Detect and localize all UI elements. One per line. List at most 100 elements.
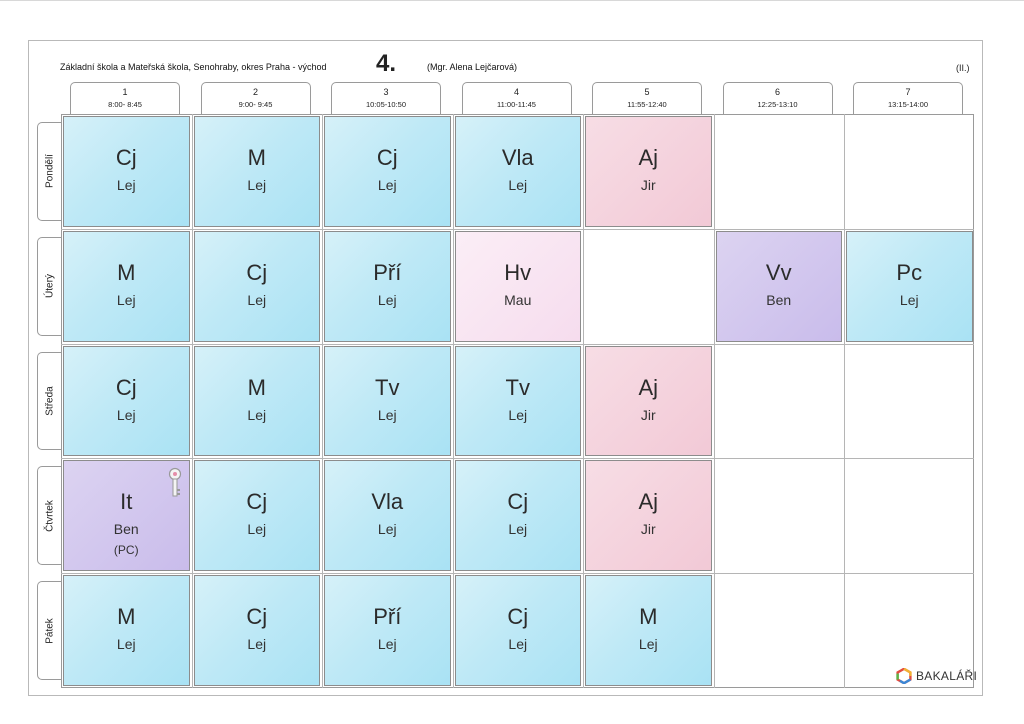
lesson-subject: Cj [115, 145, 137, 170]
school-name: Základní škola a Mateřská škola, Senohra… [60, 62, 327, 72]
lesson-subject: Pří [373, 604, 402, 630]
period-time: 8:00- 8:45 [108, 100, 142, 109]
period-tab-5: 5 11:55-12:40 [592, 82, 702, 114]
lesson-subject: Vla [501, 145, 534, 170]
period-number: 6 [774, 87, 780, 97]
lesson-subject: Hv [504, 259, 532, 285]
lesson-teacher: Ben [113, 521, 139, 538]
lesson-cell[interactable]: Cj Lej [193, 460, 320, 572]
day-tab-4: Čtvrtek [37, 466, 61, 566]
period-tab-6: 6 12:25-13:10 [722, 82, 833, 114]
day-label: Středa [44, 386, 55, 416]
lesson-cell[interactable]: Aj Jir [585, 460, 712, 572]
grid-column-divider [844, 114, 845, 688]
grid-column-divider [714, 114, 715, 688]
lesson-teacher: Jir [640, 177, 656, 193]
class-label: 4. [376, 50, 397, 77]
lesson-teacher: Lej [247, 291, 267, 308]
lesson-subject: Cj [246, 489, 268, 515]
period-time: 9:00- 9:45 [238, 100, 273, 109]
lesson-teacher: Lej [116, 291, 136, 308]
lesson-teacher: Lej [508, 521, 528, 538]
lesson-teacher: Lej [247, 521, 267, 538]
day-tab-1: Pondělí [37, 122, 61, 221]
lesson-teacher: Lej [247, 636, 267, 653]
lesson-subject: M [247, 145, 266, 170]
day-label: Úterý [44, 274, 55, 299]
lesson-teacher: Lej [508, 177, 528, 193]
lesson-cell[interactable]: Cj Lej [63, 345, 190, 457]
lesson-cell[interactable]: Pří Lej [324, 575, 451, 686]
lesson-cell[interactable]: Pc Lej [846, 230, 973, 342]
day-label: Pondělí [44, 154, 55, 189]
lesson-cell[interactable]: Aj Jir [585, 116, 712, 227]
lesson-subject: Cj [376, 145, 398, 170]
lesson-cell[interactable]: M Lej [193, 345, 320, 457]
lesson-teacher: Lej [377, 406, 397, 423]
top-rule [0, 0, 1024, 1]
lesson-subject: M [639, 604, 658, 630]
lesson-subject: Aj [638, 489, 659, 515]
lesson-teacher: Mau [504, 291, 532, 308]
lesson-subject: Vla [371, 489, 404, 515]
period-tab-4: 4 11:00-11:45 [461, 82, 572, 114]
lesson-cell[interactable]: M Lej [585, 575, 712, 686]
lesson-teacher: Lej [377, 636, 397, 653]
lesson-cell[interactable]: M Lej [63, 230, 190, 342]
day-tab-5: Pátek [37, 581, 61, 680]
lesson-cell[interactable]: Pří Lej [324, 230, 451, 342]
period-number: 3 [383, 87, 389, 97]
lesson-subject: Pří [373, 259, 402, 285]
lesson-cell[interactable]: M Lej [63, 575, 190, 686]
lesson-teacher: Lej [377, 177, 397, 193]
lesson-subject: Vv [765, 259, 792, 285]
bakalari-logo-icon [896, 668, 912, 684]
lesson-cell[interactable]: Cj Lej [193, 230, 320, 342]
period-time: 12:25-13:10 [757, 100, 798, 109]
day-label: Pátek [44, 617, 55, 644]
grid-row-divider [61, 229, 974, 230]
grid-row-divider [61, 458, 974, 459]
class-teacher: (Mgr. Alena Lejčarová) [427, 62, 518, 72]
lesson-cell[interactable]: Cj Lej [454, 575, 581, 686]
period-tab-1: 1 8:00- 8:45 [70, 82, 180, 114]
lesson-cell[interactable]: Tv Lej [454, 345, 581, 457]
lesson-subject: Cj [246, 604, 268, 630]
lesson-subject: Cj [507, 604, 529, 630]
lesson-cell[interactable]: Tv Lej [324, 345, 451, 457]
grid-column-divider [322, 114, 323, 688]
grid-row-divider [61, 344, 974, 345]
lesson-teacher: Lej [508, 406, 528, 423]
lesson-cell[interactable]: Cj Lej [454, 460, 581, 572]
period-number: 7 [905, 87, 911, 97]
lesson-cell[interactable]: Vla Lej [454, 116, 581, 227]
lesson-cell[interactable]: M Lej [193, 116, 320, 227]
lesson-subject: Cj [115, 374, 137, 400]
lesson-subject: Aj [638, 145, 659, 170]
period-tab-2: 2 9:00- 9:45 [200, 82, 311, 114]
semester-mark: (II.) [956, 63, 970, 73]
lesson-cell[interactable]: It Ben (PC) [63, 460, 190, 572]
lesson-teacher: Jir [640, 406, 656, 423]
period-tab-7: 7 13:15-14:00 [853, 82, 963, 114]
lesson-cell[interactable]: Vla Lej [324, 460, 451, 572]
lesson-cell[interactable]: Cj Lej [324, 116, 451, 227]
period-number: 4 [513, 87, 519, 97]
lesson-teacher: Lej [377, 521, 397, 538]
lesson-cell[interactable]: Vv Ben [715, 230, 842, 342]
lesson-cell[interactable]: Hv Mau [454, 230, 581, 342]
lesson-subject: M [247, 374, 266, 400]
lesson-subject: Pc [896, 259, 923, 285]
lesson-teacher: Jir [640, 521, 656, 538]
brand-name: BAKALÁŘI [916, 669, 978, 683]
lesson-teacher: Lej [116, 636, 136, 653]
lesson-subject: M [117, 604, 136, 630]
lesson-cell[interactable]: Cj Lej [193, 575, 320, 686]
lesson-cell[interactable]: Aj Jir [585, 345, 712, 457]
timetable-sheet [28, 40, 983, 696]
period-time: 11:00-11:45 [497, 100, 536, 109]
lesson-teacher: Ben [766, 291, 792, 308]
lesson-subject: Cj [246, 259, 268, 285]
lesson-cell[interactable]: Cj Lej [63, 116, 190, 227]
grid-column-divider [192, 114, 193, 688]
